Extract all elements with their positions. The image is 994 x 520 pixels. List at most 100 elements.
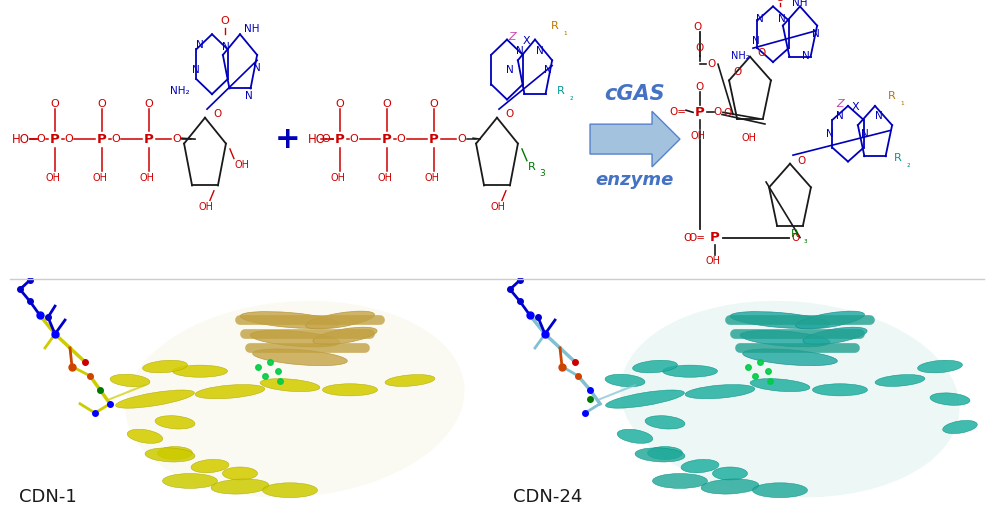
Text: R: R <box>557 86 565 96</box>
Text: N: N <box>246 92 252 101</box>
Ellipse shape <box>385 374 435 386</box>
Text: NH₂: NH₂ <box>731 50 749 61</box>
Text: cGAS: cGAS <box>604 84 665 104</box>
Text: OH: OH <box>46 173 61 183</box>
Text: ₁: ₁ <box>901 98 904 107</box>
Text: OH: OH <box>378 173 393 183</box>
Text: OH: OH <box>92 173 107 183</box>
Ellipse shape <box>803 327 867 345</box>
Ellipse shape <box>322 384 378 396</box>
Ellipse shape <box>191 459 229 473</box>
Text: N: N <box>544 64 552 74</box>
Text: O: O <box>383 99 392 109</box>
Text: CDN-1: CDN-1 <box>19 488 77 506</box>
Text: ₂: ₂ <box>907 160 910 170</box>
Ellipse shape <box>617 430 653 444</box>
Text: P: P <box>382 133 392 146</box>
Text: NH: NH <box>792 0 808 8</box>
Text: P: P <box>335 133 345 146</box>
Ellipse shape <box>731 311 830 329</box>
Ellipse shape <box>142 360 188 373</box>
Text: OH: OH <box>424 173 439 183</box>
Ellipse shape <box>110 374 150 387</box>
Ellipse shape <box>125 301 464 497</box>
Text: O=: O= <box>689 232 706 242</box>
Text: P: P <box>50 133 60 146</box>
Text: O: O <box>213 110 221 120</box>
Text: O: O <box>173 134 181 144</box>
Text: N: N <box>778 14 786 24</box>
Text: OH: OH <box>706 256 721 266</box>
Text: P: P <box>710 231 720 244</box>
Ellipse shape <box>173 365 228 377</box>
Text: R: R <box>551 21 559 31</box>
Ellipse shape <box>812 384 868 396</box>
Ellipse shape <box>795 311 865 329</box>
Text: O: O <box>97 99 106 109</box>
Text: HO: HO <box>308 133 326 146</box>
Text: O: O <box>696 43 704 53</box>
Text: O: O <box>457 134 466 144</box>
Text: N: N <box>836 111 844 121</box>
Text: X: X <box>851 102 859 112</box>
Text: N: N <box>752 36 759 46</box>
Text: O: O <box>723 108 732 119</box>
Text: ₁: ₁ <box>564 28 567 36</box>
Text: O: O <box>733 67 742 77</box>
Text: P: P <box>97 133 107 146</box>
Ellipse shape <box>942 420 977 434</box>
Text: O: O <box>322 134 330 144</box>
Text: OH: OH <box>742 133 756 143</box>
Text: CDN-24: CDN-24 <box>513 488 582 506</box>
Text: enzyme: enzyme <box>595 171 674 189</box>
Text: N: N <box>802 50 810 61</box>
Text: R: R <box>791 229 799 239</box>
Text: R: R <box>888 92 896 101</box>
Text: R: R <box>895 153 902 163</box>
Text: O: O <box>221 17 230 27</box>
Text: P: P <box>695 106 705 119</box>
Ellipse shape <box>917 360 962 373</box>
Ellipse shape <box>157 447 193 460</box>
Ellipse shape <box>930 393 970 405</box>
Ellipse shape <box>743 349 837 366</box>
Text: O: O <box>798 155 806 165</box>
Text: O: O <box>336 99 344 109</box>
Ellipse shape <box>713 467 747 480</box>
Ellipse shape <box>211 479 269 494</box>
Text: P: P <box>429 133 439 146</box>
Ellipse shape <box>752 483 807 498</box>
Text: O: O <box>757 48 766 58</box>
Text: OH: OH <box>330 173 346 183</box>
Text: N: N <box>516 46 524 56</box>
Text: O: O <box>65 134 74 144</box>
Text: O: O <box>696 82 704 92</box>
Ellipse shape <box>262 483 317 498</box>
Text: N: N <box>812 29 820 39</box>
Ellipse shape <box>223 467 257 480</box>
Text: O: O <box>775 0 784 3</box>
Text: OH: OH <box>139 173 154 183</box>
Text: O: O <box>708 59 716 69</box>
Text: P: P <box>144 133 154 146</box>
Text: O: O <box>791 232 799 242</box>
Ellipse shape <box>701 479 759 494</box>
Text: N: N <box>506 64 514 74</box>
Text: ₂: ₂ <box>570 93 573 102</box>
Text: O: O <box>144 99 153 109</box>
Ellipse shape <box>685 385 754 399</box>
Text: O: O <box>111 134 120 144</box>
Polygon shape <box>590 111 680 167</box>
Ellipse shape <box>260 379 320 392</box>
Text: O: O <box>51 99 60 109</box>
Text: Z: Z <box>508 32 516 43</box>
Ellipse shape <box>252 349 347 366</box>
Text: N: N <box>861 129 869 139</box>
Ellipse shape <box>145 448 195 462</box>
Ellipse shape <box>635 448 685 462</box>
Text: O: O <box>505 110 513 120</box>
Ellipse shape <box>127 430 163 444</box>
Text: OH: OH <box>691 131 706 141</box>
Ellipse shape <box>250 330 340 347</box>
Text: O: O <box>683 232 691 242</box>
